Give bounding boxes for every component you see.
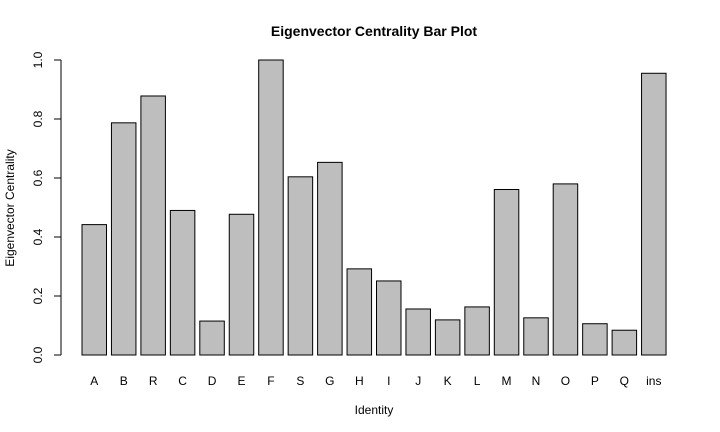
bar-C xyxy=(169,209,196,356)
x-tick-label-F: F xyxy=(267,374,274,388)
y-tick-label: 1.0 xyxy=(31,51,45,68)
bar-R xyxy=(140,95,166,356)
x-tick-label-M: M xyxy=(502,374,512,388)
y-tick-label: 0.8 xyxy=(31,110,45,127)
x-tick-label-J: J xyxy=(415,374,421,388)
bars xyxy=(81,59,667,356)
x-tick-label-E: E xyxy=(237,374,245,388)
chart-title: Eigenvector Centrality Bar Plot xyxy=(271,23,478,39)
y-tick-label: 0.6 xyxy=(31,169,45,186)
bar-Q xyxy=(611,329,638,356)
x-tick-label-Q: Q xyxy=(620,374,629,388)
bar-F xyxy=(258,59,284,356)
x-tick-label-A: A xyxy=(90,374,98,388)
x-tick-label-K: K xyxy=(444,374,452,388)
bar-N xyxy=(523,317,549,356)
x-axis-label: Identity xyxy=(355,403,394,417)
bar-ins xyxy=(641,72,667,356)
x-tick-label-C: C xyxy=(178,374,187,388)
bar-B xyxy=(110,122,137,356)
y-axis-label: Eigenvector Centrality xyxy=(3,149,17,266)
bar-K xyxy=(434,319,461,356)
x-tick-label-D: D xyxy=(208,374,217,388)
bar-A xyxy=(81,224,107,356)
x-tick-label-ins: ins xyxy=(646,374,661,388)
bar-O xyxy=(552,183,579,356)
x-tick-label-S: S xyxy=(296,374,304,388)
x-tick-label-N: N xyxy=(532,374,541,388)
y-tick-label: 0.0 xyxy=(31,346,45,363)
bar-H xyxy=(346,268,373,356)
x-tick-label-B: B xyxy=(120,374,128,388)
bar-S xyxy=(287,176,314,356)
bar-G xyxy=(317,161,343,356)
y-axis: 0.0 0.2 0.4 0.6 0.8 1.0 xyxy=(31,51,62,363)
x-tick-label-R: R xyxy=(149,374,158,388)
bar-M xyxy=(493,189,520,356)
x-tick-label-L: L xyxy=(474,374,481,388)
x-tick-label-G: G xyxy=(325,374,334,388)
y-tick-label: 0.4 xyxy=(31,228,45,245)
bar-J xyxy=(405,308,431,356)
bar-L xyxy=(464,306,490,356)
bar-D xyxy=(199,320,225,356)
x-tick-label-I: I xyxy=(387,374,390,388)
bar-E xyxy=(228,213,255,356)
y-tick-label: 0.2 xyxy=(31,287,45,304)
bar-I xyxy=(376,280,402,356)
x-tick-label-H: H xyxy=(355,374,364,388)
x-tick-label-O: O xyxy=(561,374,570,388)
x-tick-label-P: P xyxy=(591,374,599,388)
bar-P xyxy=(582,323,608,356)
